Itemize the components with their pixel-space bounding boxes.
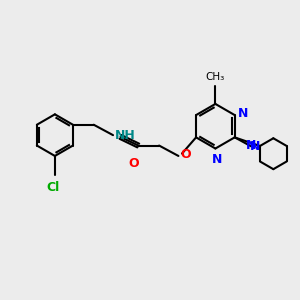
Text: N: N (212, 153, 222, 166)
Text: N: N (238, 107, 249, 120)
Text: O: O (128, 158, 139, 170)
Text: O: O (180, 148, 190, 161)
Text: N: N (250, 140, 261, 153)
Text: NH: NH (115, 129, 135, 142)
Text: Cl: Cl (47, 181, 60, 194)
Text: CH₃: CH₃ (206, 72, 225, 82)
Text: N: N (246, 140, 256, 152)
